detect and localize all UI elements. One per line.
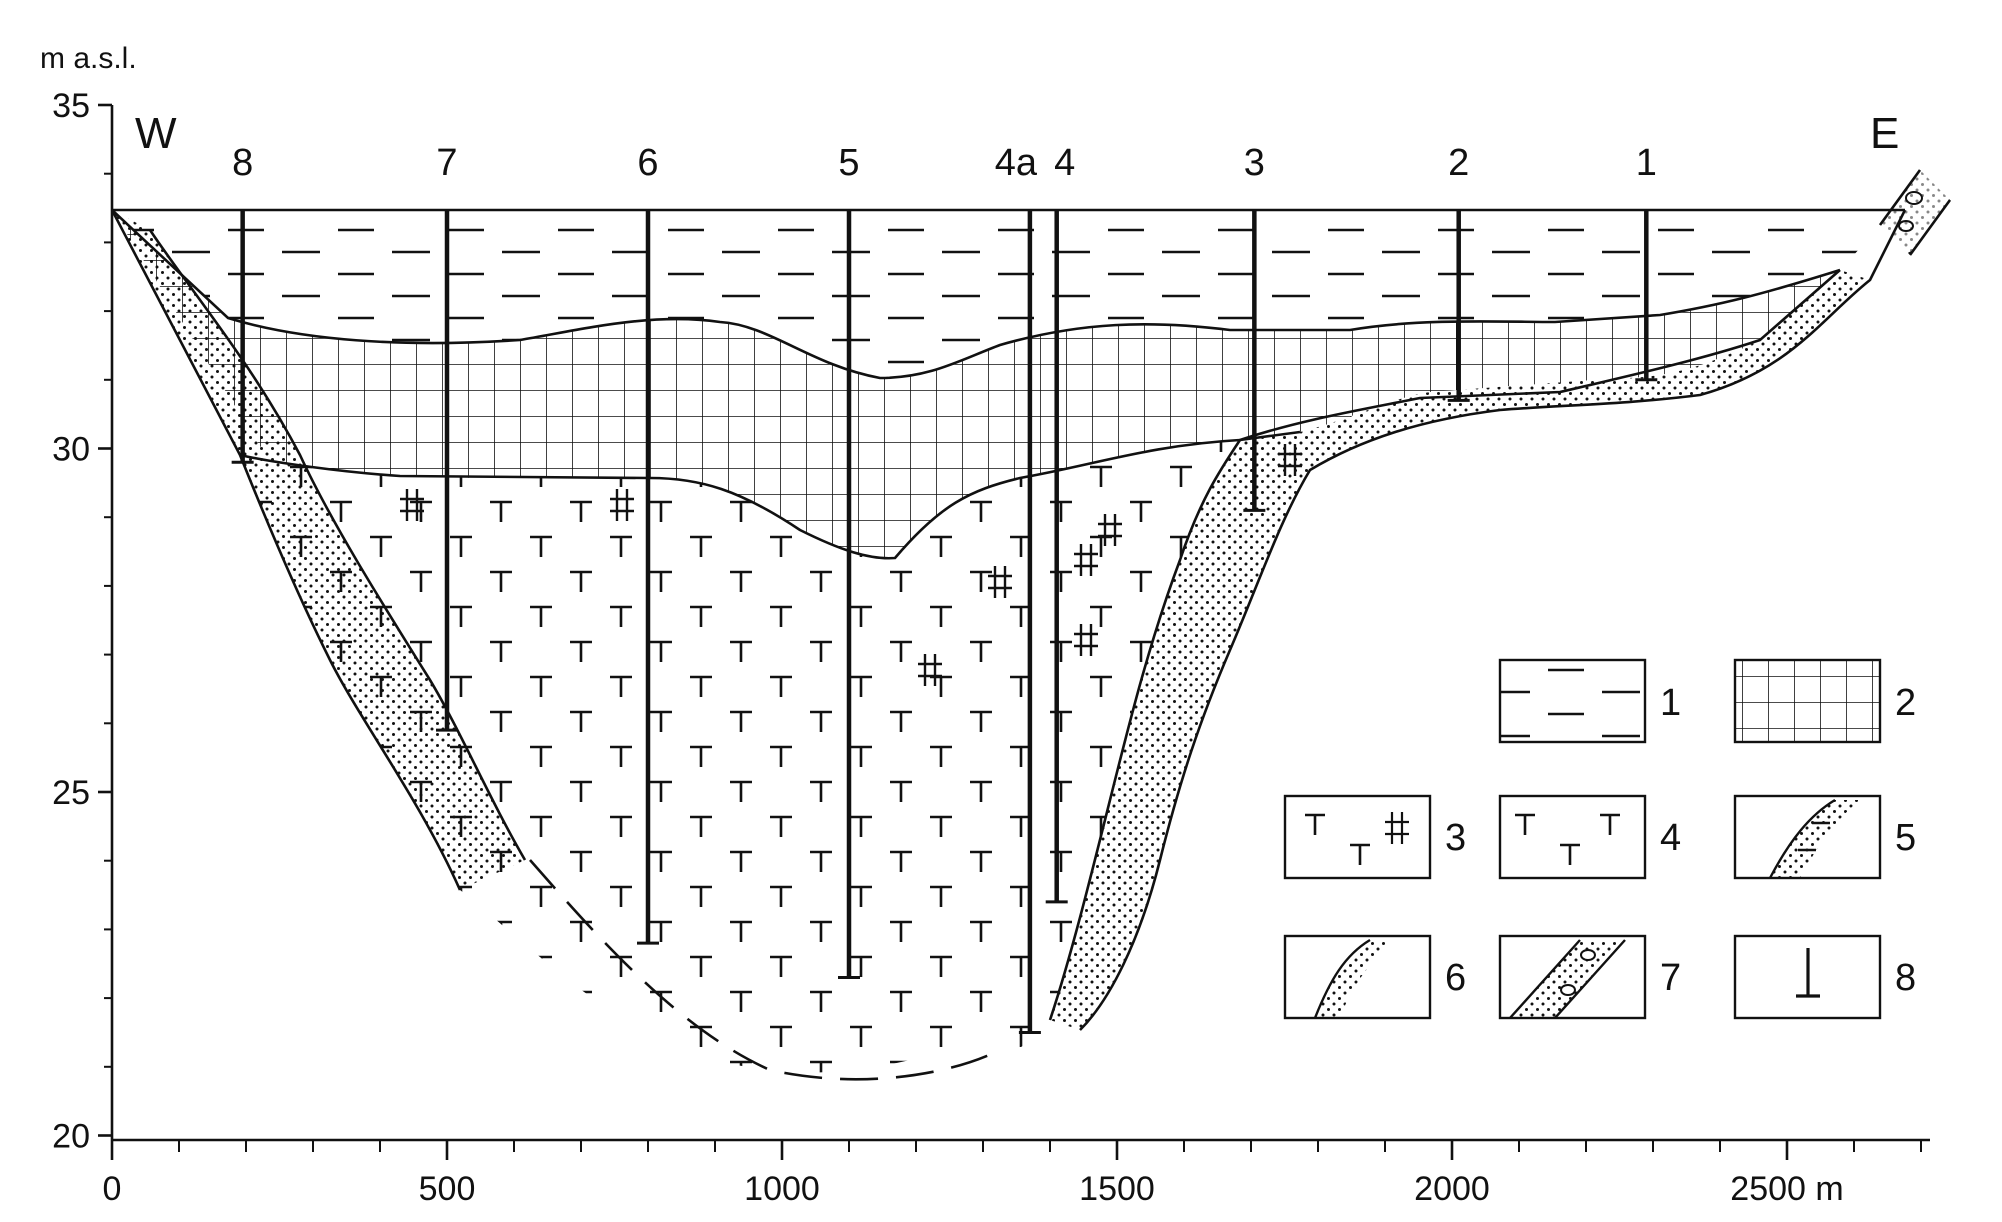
y-tick-label: 25 bbox=[52, 774, 90, 812]
gravel-border-a bbox=[1878, 169, 1922, 226]
y-tick-label: 30 bbox=[52, 431, 90, 469]
legend-number-7: 7 bbox=[1660, 957, 1681, 999]
layer-3-4-gyttja bbox=[240, 440, 1240, 1073]
boundary-basin-east bbox=[1048, 269, 1841, 1021]
layer-3-hash-marks bbox=[400, 444, 1302, 686]
y-axis-unit-label: m a.s.l. bbox=[40, 42, 137, 75]
hash-mark bbox=[988, 566, 1012, 598]
boreholes: 8 7 6 5 4a 4 3 2 1 bbox=[231, 142, 1658, 1034]
borehole-label: 1 bbox=[1636, 142, 1657, 184]
borehole-label: 7 bbox=[436, 142, 457, 184]
borehole-label: 5 bbox=[838, 142, 859, 184]
borehole-label: 3 bbox=[1244, 142, 1265, 184]
gravel-border-b bbox=[1908, 199, 1952, 256]
legend-number-4: 4 bbox=[1660, 817, 1681, 859]
legend-item-5: 5 bbox=[1733, 794, 1916, 880]
y-tick-label: 20 bbox=[52, 1118, 90, 1156]
borehole-label: 2 bbox=[1448, 142, 1469, 184]
hash-mark bbox=[918, 654, 942, 686]
y-tick-label: 35 bbox=[52, 87, 90, 125]
boundary-basin-west-dashed bbox=[529, 859, 1001, 1081]
legend-item-8: 8 bbox=[1733, 934, 1916, 1020]
boundary-2-gyttja bbox=[239, 430, 1301, 560]
layer-6-sand bbox=[112, 210, 525, 890]
hash-mark bbox=[1074, 624, 1098, 656]
layer-2-peat bbox=[112, 210, 1840, 559]
legend-item-3: 3 bbox=[1283, 794, 1466, 880]
layer-7-gravel-dots bbox=[1880, 170, 1950, 255]
legend-item-4: 4 bbox=[1498, 794, 1681, 880]
borehole-label: 6 bbox=[637, 142, 658, 184]
x-axis-ticks: 0 500 1000 1500 2000 2500 m bbox=[103, 1140, 1922, 1208]
legend-number-5: 5 bbox=[1895, 817, 1916, 859]
x-tick-label: 1500 bbox=[1079, 1170, 1155, 1208]
layer-1-clay bbox=[112, 210, 1895, 378]
y-axis-ticks: 35 30 25 20 bbox=[52, 87, 112, 1156]
legend-number-6: 6 bbox=[1445, 957, 1466, 999]
legend-number-3: 3 bbox=[1445, 817, 1466, 859]
legend: 1 2 3 4 5 6 bbox=[1283, 658, 1916, 1020]
borehole-label: 4a bbox=[995, 142, 1038, 184]
x-tick-label: 500 bbox=[419, 1170, 476, 1208]
legend-item-2: 2 bbox=[1733, 658, 1916, 744]
legend-number-2: 2 bbox=[1895, 682, 1916, 724]
borehole-label: 4 bbox=[1054, 142, 1075, 184]
x-tick-label: 1000 bbox=[744, 1170, 820, 1208]
hash-mark bbox=[400, 489, 424, 521]
boundary-sand-east-outer bbox=[1079, 209, 1907, 1031]
direction-east-label: E bbox=[1870, 109, 1899, 158]
hash-mark bbox=[1074, 544, 1098, 576]
x-tick-label: 2000 bbox=[1414, 1170, 1490, 1208]
layer-boundaries bbox=[110, 169, 1952, 1081]
legend-item-7: 7 bbox=[1498, 934, 1681, 1020]
x-tick-label: 2500 m bbox=[1730, 1170, 1843, 1208]
borehole-label: 8 bbox=[232, 142, 253, 184]
axes bbox=[110, 105, 1930, 1142]
direction-west-label: W bbox=[135, 109, 177, 158]
hash-mark bbox=[1278, 444, 1302, 476]
hash-mark bbox=[610, 489, 634, 521]
x-tick-label: 0 bbox=[103, 1170, 122, 1208]
legend-item-1: 1 bbox=[1498, 658, 1681, 744]
legend-item-6: 6 bbox=[1283, 934, 1466, 1020]
legend-number-8: 8 bbox=[1895, 957, 1916, 999]
legend-number-1: 1 bbox=[1660, 682, 1681, 724]
boundary-sand-west-outer bbox=[148, 229, 527, 861]
boundary-basin-west bbox=[110, 209, 462, 891]
hash-mark bbox=[1098, 514, 1122, 546]
boundary-1-2 bbox=[111, 209, 1841, 380]
